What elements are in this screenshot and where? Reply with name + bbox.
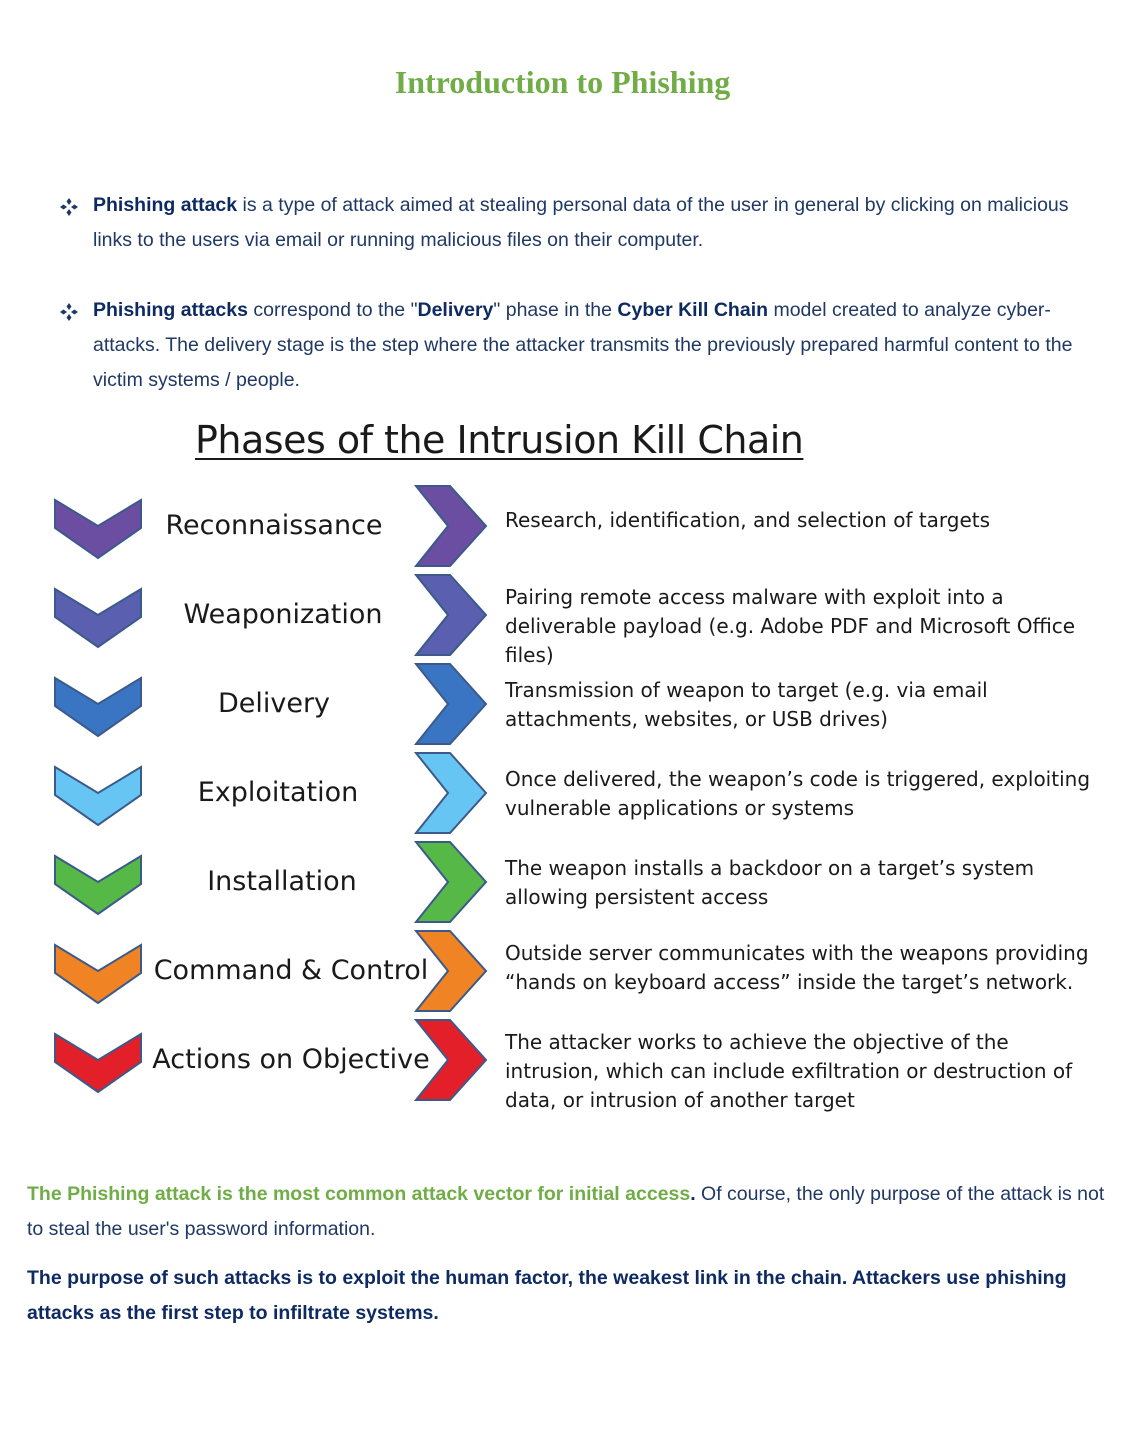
phase-name: Actions on Objective: [152, 1044, 430, 1075]
phase-name: Installation: [207, 866, 357, 897]
right-chevron-icon: [413, 841, 488, 923]
down-chevron-icon: [54, 498, 142, 560]
bullet-2-text-a: correspond to the ": [247, 299, 418, 321]
right-chevron-icon: [413, 1019, 488, 1101]
phase-description: Once delivered, the weapon’s code is tri…: [505, 767, 1091, 820]
bullet-2-text-b: " phase in the: [493, 299, 618, 321]
phase-row: Installation The weapon installs a backdo…: [0, 841, 1125, 938]
bullet-1-text: is a type of attack aimed at stealing pe…: [93, 194, 1069, 251]
phase-description: The attacker works to achieve the object…: [505, 1030, 1073, 1112]
phase-row: Command & Control Outside server communic…: [0, 930, 1125, 1027]
right-chevron-icon: [413, 574, 488, 656]
down-chevron-icon: [54, 854, 142, 916]
right-chevron-icon: [413, 663, 488, 745]
phase-name: Weaponization: [183, 599, 383, 630]
bullet-2-model: Cyber Kill Chain: [617, 299, 769, 321]
bullet-paragraph-2: Phishing attacks correspond to the "Deli…: [93, 293, 1103, 398]
phase-description: Outside server communicates with the wea…: [505, 941, 1089, 994]
phase-name: Delivery: [217, 688, 331, 719]
closing-rest: Of course, the only purpose of the attac…: [27, 1183, 1105, 1240]
page-title: Introduction to Phishing: [394, 64, 731, 100]
phase-description: Research, identification, and selection …: [505, 508, 991, 532]
diagram-title: Phases of the Intrusion Kill Chain: [195, 418, 804, 462]
bullet-2-text-c: model created to analyze cyber-attacks. …: [93, 299, 1073, 391]
down-chevron-icon: [54, 1032, 142, 1094]
down-chevron-icon: [54, 676, 142, 738]
bullet-2-lead: Phishing attacks: [93, 299, 248, 321]
closing-bold-paragraph: The purpose of such attacks is to exploi…: [27, 1267, 1067, 1324]
phase-row: Actions on Objective The attacker works t…: [0, 1019, 1125, 1116]
right-chevron-icon: [413, 485, 488, 567]
down-chevron-icon: [54, 943, 142, 1005]
phase-name: Reconnaissance: [165, 510, 383, 541]
phase-row: Reconnaissance Research, identification, …: [0, 485, 1125, 582]
right-chevron-icon: [413, 930, 488, 1012]
bullet-1-lead: Phishing attack: [93, 194, 238, 216]
phase-name: Command & Control: [153, 955, 429, 986]
diamond-bullet-icon: [60, 303, 78, 321]
bullet-paragraph-1: Phishing attack is a type of attack aime…: [93, 188, 1103, 258]
bullet-2-delivery: Delivery: [417, 299, 494, 321]
phase-description: The weapon installs a backdoor on a targ…: [505, 856, 1035, 909]
phase-description: Transmission of weapon to target (e.g. v…: [505, 678, 988, 731]
diamond-bullet-icon: [60, 198, 78, 216]
closing-paragraph: The Phishing attack is the most common a…: [27, 1177, 1107, 1247]
phase-description: Pairing remote access malware with explo…: [505, 585, 1076, 667]
phase-row: Delivery Transmission of weapon to target…: [0, 663, 1125, 760]
closing-green-lead: The Phishing attack is the most common a…: [27, 1183, 691, 1205]
closing-lead-period: .: [690, 1183, 696, 1205]
phase-name: Exploitation: [197, 777, 359, 808]
phase-row: Weaponization Pairing remote access malwa…: [0, 574, 1125, 671]
right-chevron-icon: [413, 752, 488, 834]
phase-row: Exploitation Once delivered, the weapon’s…: [0, 752, 1125, 849]
down-chevron-icon: [54, 587, 142, 649]
down-chevron-icon: [54, 765, 142, 827]
